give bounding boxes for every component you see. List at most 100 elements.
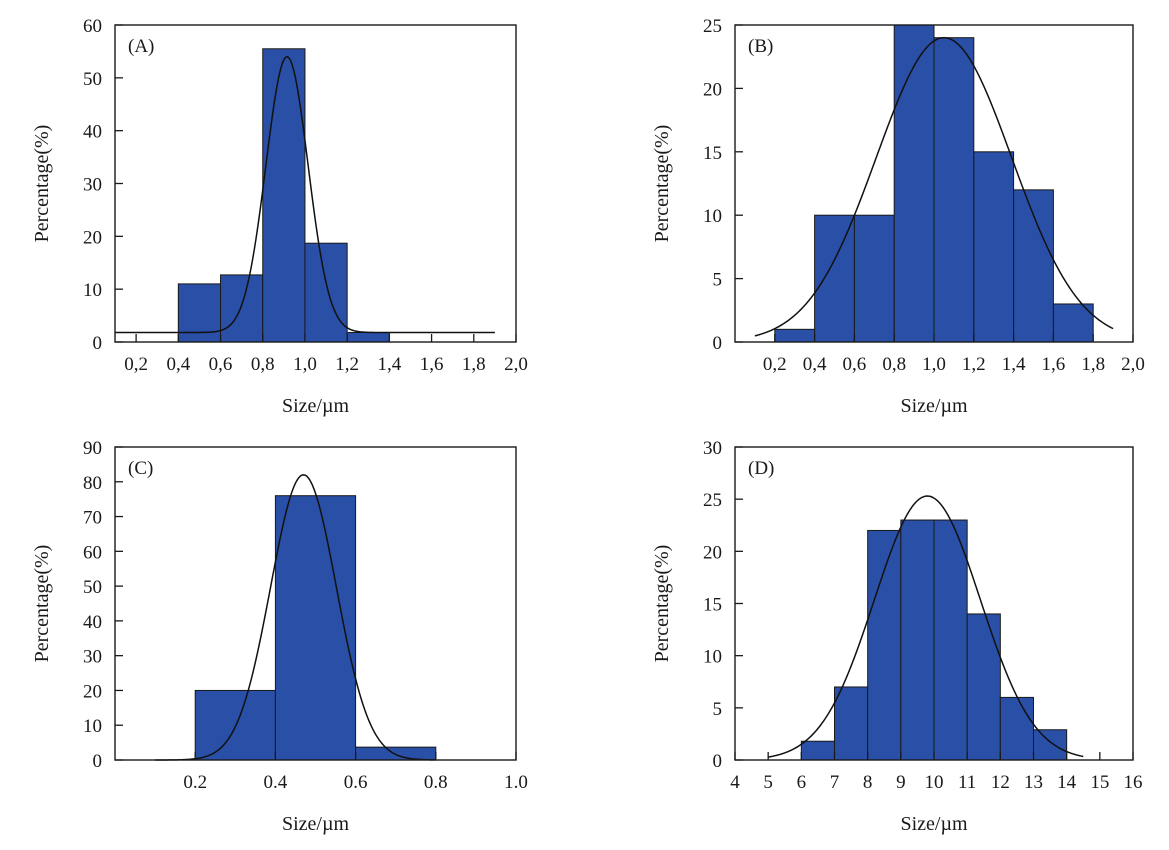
chart-c-fit-curve: [155, 474, 436, 761]
chart-b-bar-6: [1013, 189, 1054, 343]
chart-b-x-axis-title: Size/µm: [900, 395, 968, 417]
chart-d-xtick-label-11: 15: [1090, 772, 1109, 793]
chart-b-xtick-label-3: 0,8: [882, 354, 906, 375]
chart-c-ytick-label-9: 90: [83, 438, 102, 459]
chart-a-bar-2: [262, 48, 306, 343]
chart-a-ytick-label-1: 10: [83, 280, 102, 301]
chart-a-bar-3: [304, 242, 348, 343]
chart-a-xtick-label-3: 0,8: [251, 354, 275, 375]
chart-c-ytick-label-5: 50: [83, 577, 102, 598]
chart-b-ytick-label-2: 10: [703, 206, 722, 227]
chart-b-bar-7: [1052, 303, 1094, 343]
chart-a-bar-0: [177, 283, 222, 343]
chart-d-xtick-label-6: 10: [925, 772, 944, 793]
chart-d-xtick-label-9: 13: [1024, 772, 1043, 793]
chart-a-xtick-label-2: 0,6: [209, 354, 233, 375]
chart-c-ytick-label-4: 40: [83, 612, 102, 633]
chart-d-xtick-label-5: 9: [896, 772, 906, 793]
chart-a-panel-label: (A): [128, 36, 154, 57]
chart-a-ytick-label-3: 30: [83, 175, 102, 196]
chart-b-bar-1: [814, 214, 855, 343]
chart-d-ytick-label-2: 10: [703, 647, 722, 668]
chart-b-xtick-label-6: 1,4: [1002, 354, 1026, 375]
chart-c-ytick-label-7: 70: [83, 508, 102, 529]
chart-d-bar-4: [933, 519, 968, 761]
chart-b-bar-2: [853, 214, 895, 343]
chart-a-xtick-label-4: 1,0: [293, 354, 317, 375]
chart-b-bar-4: [933, 37, 975, 343]
chart-a-xtick-label-7: 1,6: [420, 354, 444, 375]
chart-c-ytick-label-0: 0: [93, 751, 103, 772]
chart-d-xtick-label-1: 5: [763, 772, 773, 793]
chart-b-ytick-label-0: 0: [713, 333, 723, 354]
chart-c-xtick-label-1: 0.4: [264, 772, 288, 793]
chart-c-xtick-label-2: 0.6: [344, 772, 368, 793]
chart-b-xtick-label-5: 1,2: [962, 354, 986, 375]
chart-d: 0 5 10 15 20 25 30 4 5 6 7 8 9 10 11 12 13 14 15 16 (D) Size/…: [651, 438, 1143, 835]
chart-a-y-axis-title: Percentage(%): [31, 125, 53, 243]
chart-d-panel-label: (D): [748, 458, 774, 479]
chart-d-xtick-label-12: 16: [1124, 772, 1143, 793]
chart-a-xtick-label-6: 1,4: [377, 354, 401, 375]
chart-b-ytick-label-5: 25: [703, 16, 722, 37]
chart-a-ytick-label-0: 0: [93, 333, 103, 354]
chart-a-ytick-label-6: 60: [83, 16, 102, 37]
chart-b-fit-curve: [754, 36, 1114, 337]
chart-d-xtick-label-10: 14: [1057, 772, 1077, 793]
chart-d-x-axis-title: Size/µm: [900, 813, 968, 835]
chart-d-xtick-label-2: 6: [797, 772, 807, 793]
chart-d-ytick-label-0: 0: [713, 751, 723, 772]
chart-c: 0 10 20 30 40 50 60 70 80 90 0.2 0.4 0.6 0.8 1.0 (C) Siz…: [31, 438, 528, 835]
chart-d-bar-3: [900, 519, 935, 761]
chart-c-xtick-label-3: 0.8: [424, 772, 448, 793]
chart-c-frame: [114, 446, 517, 761]
chart-d-bar-6: [999, 696, 1034, 761]
chart-b-ytick-label-4: 20: [703, 79, 722, 100]
chart-b-xtick-label-9: 2,0: [1121, 354, 1145, 375]
chart-c-ytick-label-2: 20: [83, 681, 102, 702]
chart-d-ytick-label-4: 20: [703, 542, 722, 563]
chart-d-xtick-label-4: 8: [863, 772, 873, 793]
chart-b-ytick-label-3: 15: [703, 143, 722, 164]
chart-c-xtick-label-0: 0.2: [183, 772, 207, 793]
chart-a-fit-curve: [115, 55, 495, 334]
chart-a-xtick-label-5: 1,2: [335, 354, 359, 375]
chart-b: 0 5 10 15 20 25 0,2 0,4 0,6 0,8 1,0 1,2 1,4 1,6 1,8 2,0…: [651, 16, 1145, 417]
chart-b-panel-label: (B): [748, 36, 773, 57]
chart-b-bar-0: [774, 328, 816, 343]
chart-a-bar-4: [346, 331, 390, 343]
chart-d-bar-1: [834, 686, 869, 761]
chart-a: 0 10 20 30 40 50 60 0,2 0,4 0,6 0,8 1,0 1,2 1,4 1,6 1,8…: [31, 16, 528, 417]
chart-d-bar-5: [966, 613, 1001, 761]
chart-c-ytick-label-6: 60: [83, 542, 102, 563]
chart-b-xtick-label-1: 0,4: [803, 354, 827, 375]
chart-d-ytick-label-1: 5: [713, 699, 723, 720]
chart-d-xtick-label-8: 12: [991, 772, 1010, 793]
chart-a-bar-1: [220, 274, 264, 343]
chart-c-bar-2: [355, 746, 437, 761]
chart-c-panel-label: (C): [128, 458, 153, 479]
chart-b-xtick-label-8: 1,8: [1081, 354, 1105, 375]
chart-d-xtick-label-7: 11: [958, 772, 976, 793]
chart-b-xtick-label-2: 0,6: [843, 354, 867, 375]
chart-d-fit-curve: [768, 495, 1084, 758]
chart-b-xtick-label-0: 0,2: [763, 354, 787, 375]
chart-a-x-axis-title: Size/µm: [282, 395, 350, 417]
chart-d-y-axis-title: Percentage(%): [651, 545, 673, 663]
chart-a-xtick-label-1: 0,4: [166, 354, 190, 375]
chart-a-ytick-label-2: 20: [83, 227, 102, 248]
chart-d-bar-0: [800, 740, 835, 761]
chart-d-bar-2: [867, 529, 902, 761]
chart-d-ytick-label-3: 15: [703, 595, 722, 616]
chart-a-xtick-label-8: 1,8: [462, 354, 486, 375]
chart-a-ytick-label-5: 50: [83, 69, 102, 90]
chart-b-y-axis-title: Percentage(%): [651, 125, 673, 243]
chart-b-ytick-label-1: 5: [713, 270, 723, 291]
chart-c-x-axis-title: Size/µm: [282, 813, 350, 835]
chart-b-xtick-label-7: 1,6: [1042, 354, 1066, 375]
chart-b-bar-5: [973, 151, 1015, 343]
chart-d-ytick-label-5: 25: [703, 490, 722, 511]
chart-a-xtick-label-0: 0,2: [124, 354, 148, 375]
chart-c-xtick-label-4: 1.0: [504, 772, 528, 793]
